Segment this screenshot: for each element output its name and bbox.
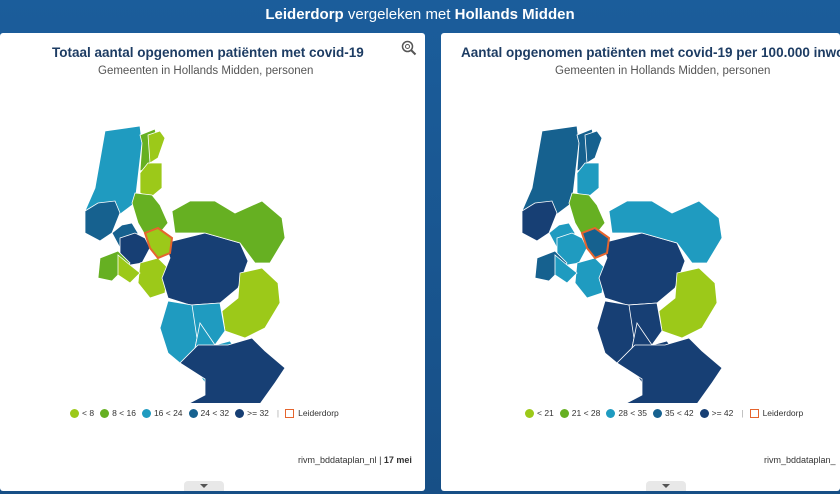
region-lisse[interactable]: [584, 130, 603, 164]
legend-item[interactable]: 8 < 16: [100, 408, 136, 418]
legend-highlight[interactable]: Leiderdorp: [749, 408, 803, 418]
region-alphen[interactable]: [598, 232, 686, 306]
region-teylingen[interactable]: [139, 162, 163, 199]
legend-item[interactable]: < 21: [525, 408, 554, 418]
region-katwijk[interactable]: [521, 200, 558, 242]
region-voorschoten[interactable]: [117, 254, 141, 284]
source-credit: rivm_bddataplan_nl | 17 mei: [298, 455, 412, 465]
municipality-map: [521, 125, 723, 403]
legend-item[interactable]: 28 < 35: [606, 408, 647, 418]
region-katwijk[interactable]: [84, 200, 121, 242]
panel-subtitle: Gemeenten in Hollands Midden, personen: [98, 65, 314, 77]
chevron-down-icon: [200, 484, 208, 488]
source-credit: rivm_bddataplan_: [764, 455, 836, 465]
region-krimpenerwaard[interactable]: [179, 337, 286, 403]
panel-title: Aantal opgenomen patiënten met covid-19 …: [461, 45, 840, 60]
region-lisse[interactable]: [147, 130, 166, 164]
region-nieuwkoop[interactable]: [608, 200, 723, 264]
panel-subtitle: Gemeenten in Hollands Midden, personen: [555, 65, 771, 77]
region-leiderdorp-highlighted[interactable]: [580, 226, 611, 260]
region-bodegraven[interactable]: [221, 267, 281, 339]
header-region: Hollands Midden: [454, 5, 575, 23]
legend-item[interactable]: 24 < 32: [188, 408, 229, 418]
header-municipality: Leiderdorp: [265, 5, 344, 23]
map-legend: < 21 21 < 28 28 < 35 35 < 42 >= 42 | Lei…: [525, 408, 809, 418]
municipality-map: [84, 125, 286, 403]
region-nieuwkoop[interactable]: [171, 200, 286, 264]
chart-panel-total: Totaal aantal opgenomen patiënten met co…: [0, 33, 425, 491]
legend-item[interactable]: >= 42: [699, 408, 733, 418]
header-middle-text: vergeleken met: [347, 5, 451, 23]
legend-item[interactable]: 16 < 24: [141, 408, 183, 418]
zoom-icon[interactable]: [400, 39, 418, 57]
chevron-down-icon: [662, 484, 670, 488]
expand-tab[interactable]: [646, 481, 686, 491]
region-krimpenerwaard[interactable]: [616, 337, 723, 403]
expand-tab[interactable]: [184, 481, 224, 491]
legend-item[interactable]: < 8: [70, 408, 94, 418]
page-header: Leiderdorp vergeleken met Hollands Midde…: [0, 0, 840, 28]
source-date: 17 mei: [383, 455, 412, 465]
legend-item[interactable]: >= 32: [235, 408, 269, 418]
legend-item[interactable]: 21 < 28: [559, 408, 600, 418]
chart-panel-per-100k: Aantal opgenomen patiënten met covid-19 …: [441, 33, 840, 491]
region-alphen[interactable]: [161, 232, 249, 306]
region-kaag[interactable]: [568, 192, 606, 236]
map-legend: < 8 8 < 16 16 < 24 24 < 32 >= 32 | Leide…: [70, 408, 345, 418]
legend-item[interactable]: 35 < 42: [653, 408, 694, 418]
region-leiderdorp-highlighted[interactable]: [143, 226, 174, 260]
region-bodegraven[interactable]: [658, 267, 718, 339]
legend-highlight[interactable]: Leiderdorp: [285, 408, 339, 418]
region-voorschoten[interactable]: [554, 254, 578, 284]
region-kaag[interactable]: [131, 192, 169, 236]
region-teylingen[interactable]: [576, 162, 600, 199]
panel-title: Totaal aantal opgenomen patiënten met co…: [52, 45, 364, 60]
